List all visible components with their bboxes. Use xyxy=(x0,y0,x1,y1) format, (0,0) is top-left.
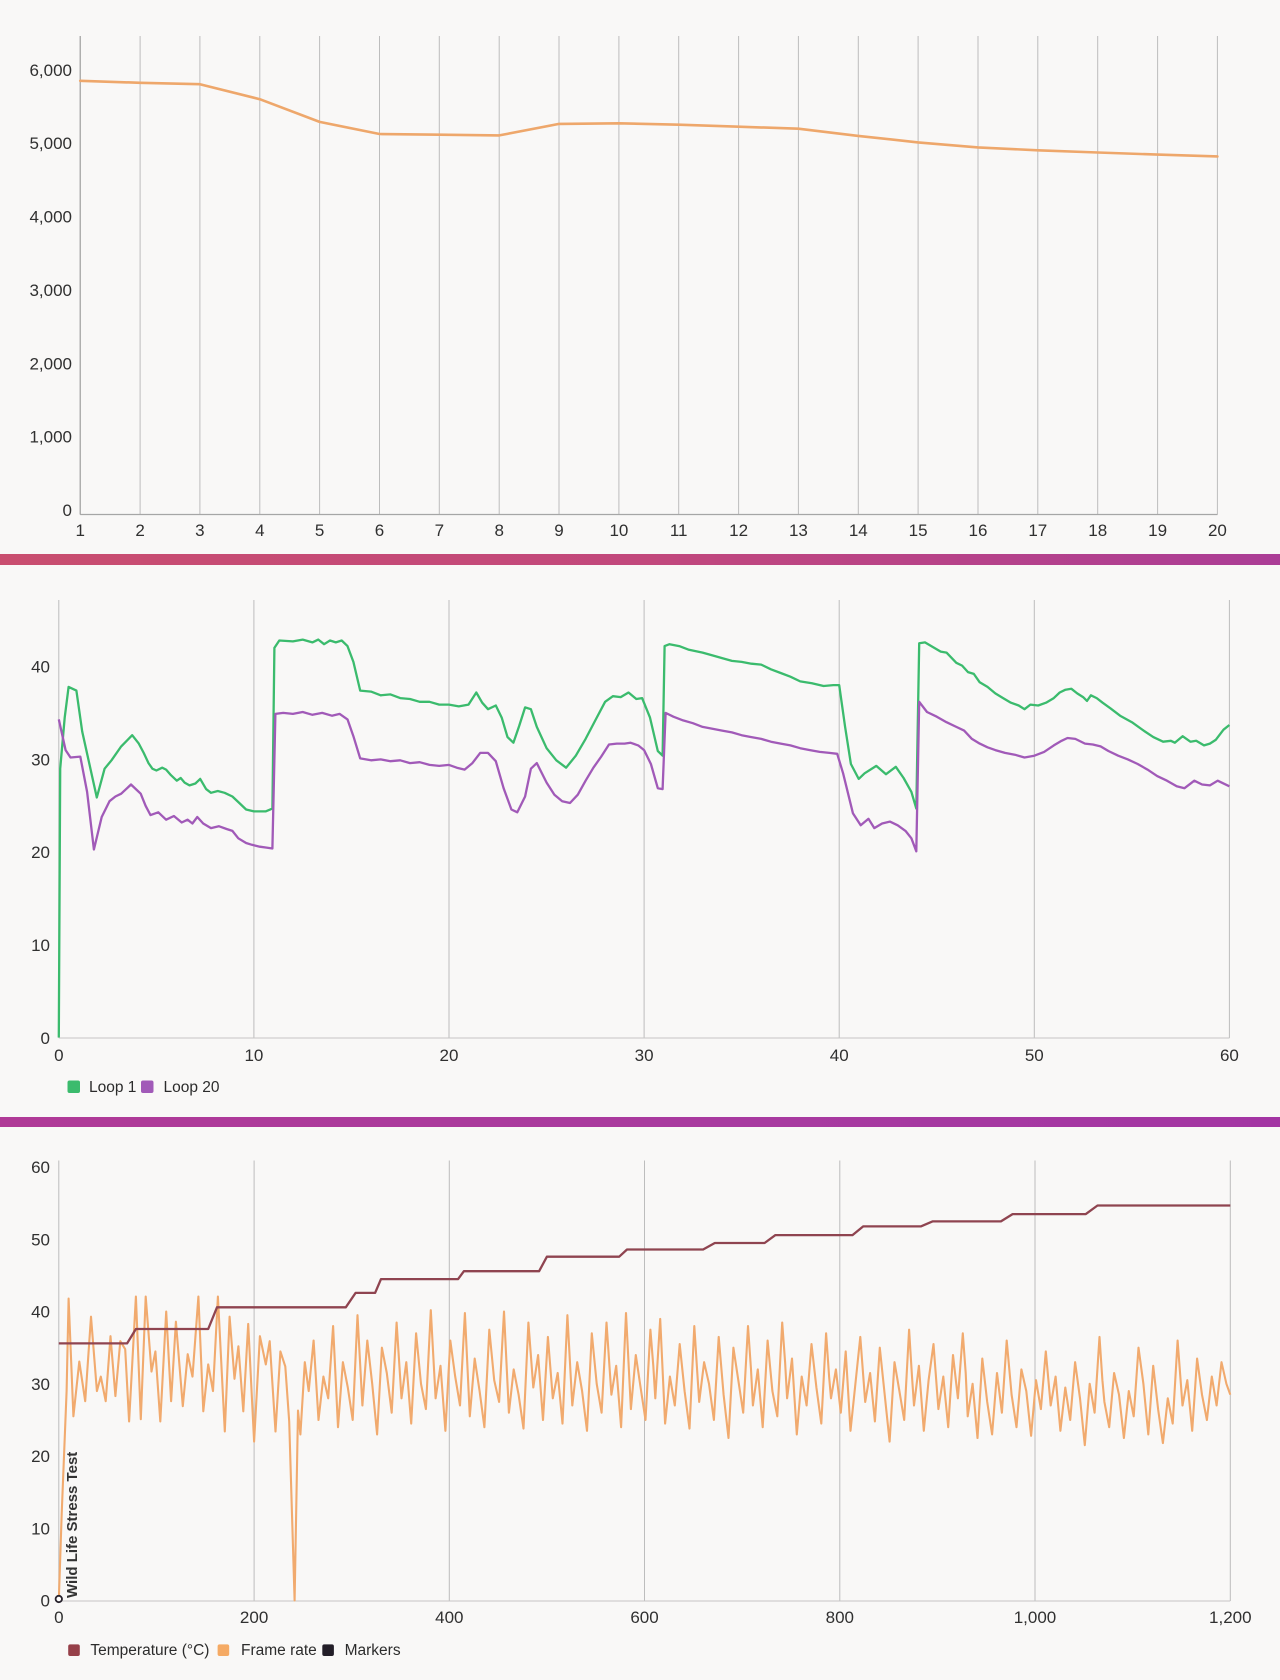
svg-text:40: 40 xyxy=(31,1303,50,1322)
svg-text:400: 400 xyxy=(435,1608,463,1627)
svg-text:2,000: 2,000 xyxy=(29,354,72,373)
svg-text:30: 30 xyxy=(31,750,50,769)
svg-text:0: 0 xyxy=(54,1608,63,1627)
svg-text:1: 1 xyxy=(75,521,84,540)
svg-text:10: 10 xyxy=(244,1046,263,1065)
svg-text:9: 9 xyxy=(554,521,563,540)
svg-text:5: 5 xyxy=(315,521,324,540)
svg-text:3: 3 xyxy=(195,521,204,540)
svg-text:4,000: 4,000 xyxy=(29,208,72,227)
svg-text:2: 2 xyxy=(135,521,144,540)
svg-text:6: 6 xyxy=(375,521,384,540)
svg-text:800: 800 xyxy=(826,1608,854,1627)
svg-text:12: 12 xyxy=(729,521,748,540)
svg-text:40: 40 xyxy=(31,658,50,677)
svg-text:15: 15 xyxy=(909,521,928,540)
svg-text:30: 30 xyxy=(31,1375,50,1394)
svg-text:6,000: 6,000 xyxy=(29,61,72,80)
svg-text:0: 0 xyxy=(54,1046,63,1065)
svg-text:50: 50 xyxy=(31,1230,50,1249)
svg-text:0: 0 xyxy=(63,501,72,520)
svg-text:1,000: 1,000 xyxy=(29,428,72,447)
svg-text:14: 14 xyxy=(849,521,868,540)
svg-text:20: 20 xyxy=(31,1447,50,1466)
svg-text:16: 16 xyxy=(969,521,988,540)
svg-text:7: 7 xyxy=(435,521,444,540)
svg-text:20: 20 xyxy=(1208,521,1227,540)
svg-text:3,000: 3,000 xyxy=(29,281,72,300)
svg-text:19: 19 xyxy=(1148,521,1167,540)
svg-text:0: 0 xyxy=(41,1592,50,1611)
svg-text:60: 60 xyxy=(31,1158,50,1177)
svg-text:60: 60 xyxy=(1220,1046,1239,1065)
svg-text:Loop 1: Loop 1 xyxy=(89,1079,136,1096)
svg-text:Markers: Markers xyxy=(345,1642,401,1659)
svg-text:1,000: 1,000 xyxy=(1014,1608,1057,1627)
svg-text:40: 40 xyxy=(830,1046,849,1065)
svg-text:1,200: 1,200 xyxy=(1209,1608,1252,1627)
svg-text:50: 50 xyxy=(1025,1046,1044,1065)
svg-text:17: 17 xyxy=(1028,521,1047,540)
svg-text:600: 600 xyxy=(630,1608,658,1627)
svg-text:Loop 20: Loop 20 xyxy=(164,1079,220,1096)
svg-text:20: 20 xyxy=(440,1046,459,1065)
svg-text:200: 200 xyxy=(240,1608,268,1627)
svg-text:11: 11 xyxy=(670,521,688,540)
svg-text:4: 4 xyxy=(255,521,264,540)
svg-text:5,000: 5,000 xyxy=(29,134,72,153)
svg-text:10: 10 xyxy=(609,521,628,540)
svg-text:0: 0 xyxy=(41,1029,50,1048)
svg-text:Wild Life Stress Test: Wild Life Stress Test xyxy=(64,1452,81,1598)
svg-text:Temperature (°C): Temperature (°C) xyxy=(90,1642,209,1659)
svg-text:20: 20 xyxy=(31,843,50,862)
svg-text:10: 10 xyxy=(31,1519,50,1538)
svg-text:10: 10 xyxy=(31,936,50,955)
svg-text:18: 18 xyxy=(1088,521,1107,540)
svg-text:13: 13 xyxy=(789,521,808,540)
svg-text:Frame rate: Frame rate xyxy=(241,1642,317,1659)
svg-text:30: 30 xyxy=(635,1046,654,1065)
svg-text:8: 8 xyxy=(494,521,503,540)
